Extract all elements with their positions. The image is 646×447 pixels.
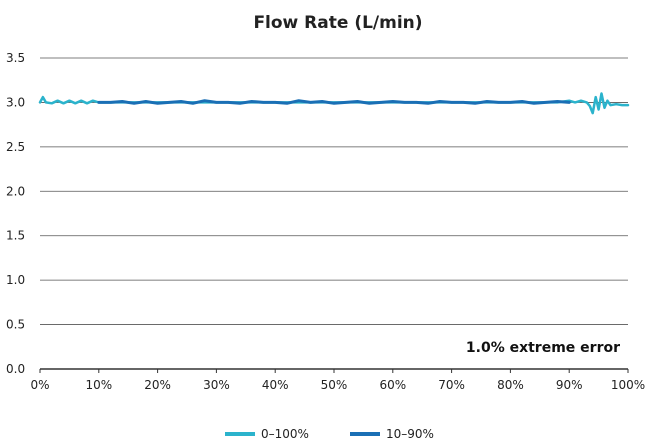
y-tick-label: 1.5 <box>6 229 25 243</box>
x-tick-label: 30% <box>203 378 230 392</box>
x-tick-label: 80% <box>497 378 524 392</box>
series-lines <box>38 92 630 115</box>
x-tick-label: 100% <box>611 378 645 392</box>
legend: 0–100% 10–90% <box>225 427 434 441</box>
x-tick-label: 0% <box>30 378 49 392</box>
x-axis-tick-labels: 0% 10% 20% 30% 40% 50% 60% 70% 80% 90% 100% <box>30 369 645 392</box>
legend-label-0: 0–100% <box>261 427 309 441</box>
chart-title: Flow Rate (L/min) <box>253 13 422 33</box>
y-tick-label: 0.5 <box>6 318 25 332</box>
x-tick-label: 70% <box>438 378 465 392</box>
y-axis-tick-labels: 0.0 0.5 1.0 1.5 2.0 2.5 3.0 3.5 <box>6 51 25 376</box>
x-tick-label: 40% <box>262 378 289 392</box>
x-tick-label: 50% <box>321 378 348 392</box>
x-tick-label: 60% <box>379 378 406 392</box>
x-tick-label: 90% <box>556 378 583 392</box>
x-tick-label: 20% <box>144 378 171 392</box>
series-line-1 <box>97 99 571 105</box>
y-tick-label: 2.0 <box>6 184 25 198</box>
y-tick-label: 3.0 <box>6 95 25 109</box>
legend-label-1: 10–90% <box>386 427 434 441</box>
y-tick-label: 1.0 <box>6 273 25 287</box>
y-tick-label: 2.5 <box>6 140 25 154</box>
chart-annotation: 1.0% extreme error <box>466 340 620 356</box>
y-tick-label: 3.5 <box>6 51 25 65</box>
x-tick-label: 10% <box>85 378 112 392</box>
y-tick-label: 0.0 <box>6 362 25 376</box>
